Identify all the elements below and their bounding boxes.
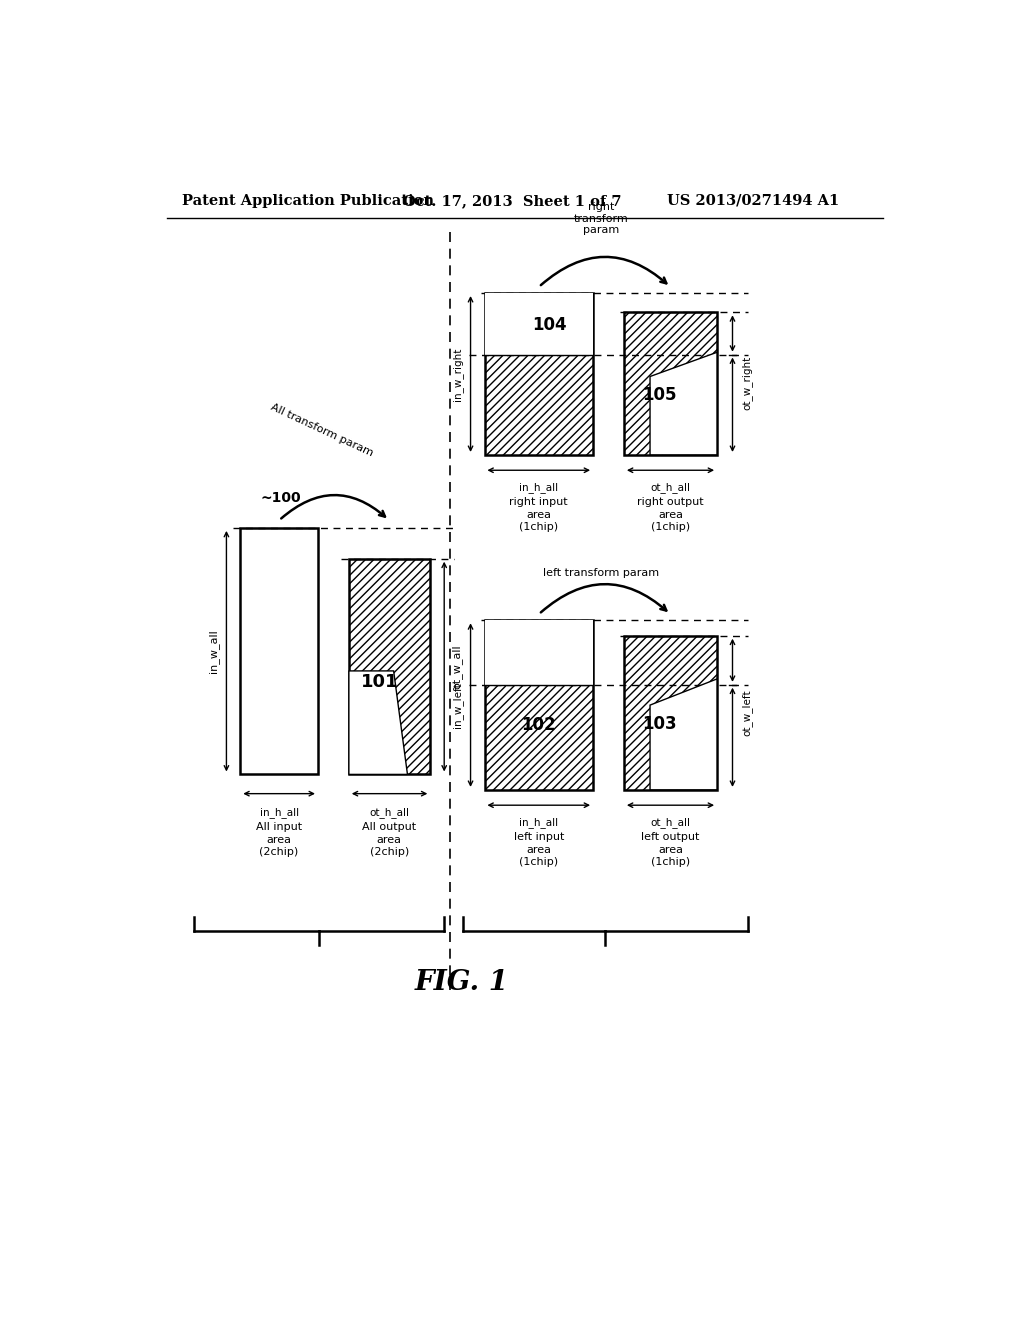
Text: ot_h_all: ot_h_all [650, 817, 690, 829]
Text: All input
area
(2chip): All input area (2chip) [256, 822, 302, 857]
Text: in_h_all: in_h_all [519, 817, 558, 829]
Text: Oct. 17, 2013  Sheet 1 of 7: Oct. 17, 2013 Sheet 1 of 7 [403, 194, 622, 207]
Text: left input
area
(1chip): left input area (1chip) [514, 832, 564, 867]
Text: 102: 102 [521, 717, 556, 734]
Text: right input
area
(1chip): right input area (1chip) [509, 498, 568, 532]
Text: left transform param: left transform param [543, 568, 658, 578]
Text: ot_h_all: ot_h_all [370, 807, 410, 817]
Bar [484, 293, 593, 455]
Text: ot_h_all: ot_h_all [650, 483, 690, 494]
Text: All transform param: All transform param [269, 403, 375, 459]
Text: ot_w_left: ot_w_left [741, 689, 753, 737]
Text: ot_w_all: ot_w_all [452, 644, 463, 689]
Polygon shape [650, 678, 717, 789]
Text: in_h_all: in_h_all [519, 483, 558, 494]
Polygon shape [650, 352, 717, 455]
Text: in_h_all: in_h_all [259, 807, 299, 817]
Text: in_w_left: in_w_left [452, 682, 463, 727]
Bar [624, 313, 717, 455]
Text: All output
area
(2chip): All output area (2chip) [362, 822, 416, 857]
Text: ~100: ~100 [260, 491, 301, 506]
Text: right output
area
(1chip): right output area (1chip) [637, 498, 703, 532]
Text: in_w_right: in_w_right [452, 347, 463, 401]
Bar [349, 558, 430, 775]
Polygon shape [349, 671, 408, 775]
Text: ot_w_right: ot_w_right [741, 356, 753, 411]
Bar [484, 293, 593, 355]
Text: in_w_all: in_w_all [208, 630, 219, 673]
Text: 101: 101 [361, 673, 398, 690]
Text: US 2013/0271494 A1: US 2013/0271494 A1 [667, 194, 839, 207]
Bar [484, 620, 593, 789]
Bar [624, 636, 717, 789]
Text: right
transform
param: right transform param [573, 202, 628, 235]
Text: Patent Application Publication: Patent Application Publication [182, 194, 434, 207]
Text: 104: 104 [532, 317, 567, 334]
Text: 103: 103 [642, 715, 677, 734]
Bar [241, 528, 317, 775]
Bar [484, 620, 593, 685]
Text: FIG. 1: FIG. 1 [415, 969, 508, 995]
Text: left output
area
(1chip): left output area (1chip) [641, 832, 699, 867]
Text: 105: 105 [642, 385, 677, 404]
